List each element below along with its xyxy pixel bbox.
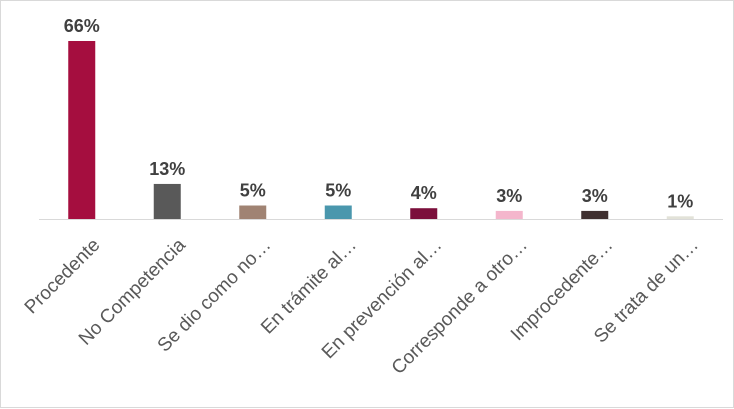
data-label: 5%	[325, 181, 351, 201]
data-label: 66%	[64, 16, 100, 36]
data-label: 3%	[496, 186, 522, 206]
data-label: 1%	[667, 191, 693, 211]
bar	[496, 211, 523, 219]
category-label: Procedente	[21, 235, 105, 319]
data-label: 3%	[582, 186, 608, 206]
data-label: 4%	[411, 183, 437, 203]
bar	[325, 206, 352, 219]
bar	[667, 216, 694, 219]
bar	[581, 211, 608, 219]
value-labels-group: 66% 13% 5% 5% 4% 3% 3% 1%	[64, 16, 694, 211]
bar	[68, 41, 95, 219]
bar	[239, 206, 266, 219]
data-label: 13%	[149, 159, 185, 179]
bar	[410, 208, 437, 219]
bar	[154, 184, 181, 219]
data-label: 5%	[240, 181, 266, 201]
